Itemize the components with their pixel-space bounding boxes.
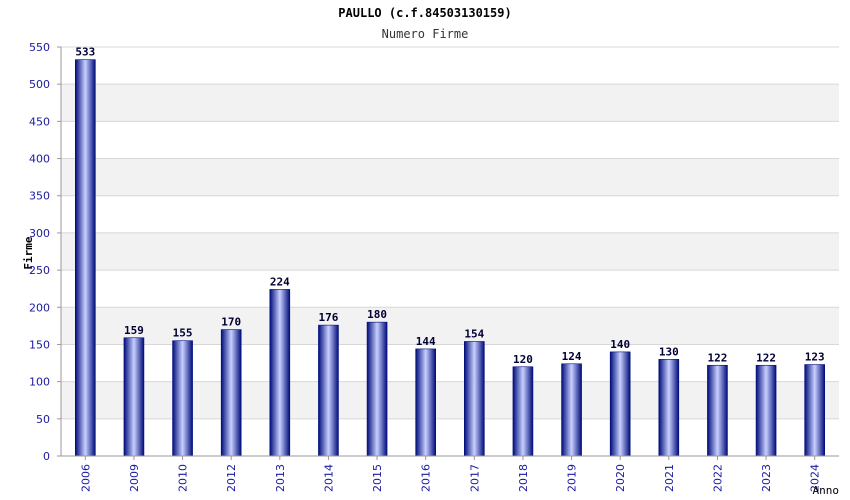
y-axis-label: Firme — [22, 236, 35, 269]
bar-value-label: 130 — [659, 345, 679, 358]
bar — [366, 321, 388, 457]
x-tick-label: 2018 — [517, 464, 530, 492]
bar-value-label: 123 — [805, 351, 825, 364]
bar — [755, 364, 777, 457]
y-tick-label: 450 — [29, 115, 50, 128]
x-tick-label: 2010 — [177, 464, 190, 492]
grid-band — [61, 307, 839, 345]
bar-value-label: 124 — [562, 350, 582, 363]
bar-value-label: 120 — [513, 353, 533, 366]
bar — [415, 348, 436, 457]
x-axis: 2006 2009 2010 2012 2013 2014 2015 2016 2017 2018… — [61, 455, 839, 492]
grid-band — [61, 158, 839, 196]
chart-subtitle: Numero Firme — [382, 27, 469, 41]
bar-value-label: 122 — [708, 351, 728, 364]
bar-value-label: 122 — [756, 351, 776, 364]
y-tick-label: 150 — [29, 338, 50, 351]
x-tick-label: 2019 — [566, 464, 579, 492]
grid-band — [61, 232, 839, 271]
x-tick-label: 2024 — [809, 464, 822, 492]
bars: 533 159 155 170 224 176 180 144 154 120 124 140 130 1… — [75, 46, 825, 457]
y-tick-label: 100 — [29, 376, 50, 389]
bar-value-label: 140 — [610, 338, 630, 351]
y-tick-label: 400 — [29, 153, 50, 166]
bar-value-label: 180 — [367, 308, 387, 321]
x-tick-label: 2021 — [663, 464, 676, 492]
bar — [561, 363, 582, 457]
bar-value-label: 155 — [173, 327, 193, 340]
bar — [318, 324, 339, 457]
bar — [464, 341, 485, 457]
bar — [220, 329, 242, 457]
y-tick-label: 200 — [29, 301, 50, 314]
bar — [75, 59, 96, 457]
bar-value-label: 224 — [270, 275, 290, 288]
y-tick-label: 250 — [29, 264, 50, 277]
y-tick-label: 350 — [29, 190, 50, 203]
y-tick-label: 300 — [29, 227, 50, 240]
x-tick-label: 2023 — [760, 464, 773, 492]
y-tick-label: 550 — [29, 41, 50, 54]
chart-title: PAULLO (c.f.84503130159) — [338, 6, 511, 20]
x-tick-label: 2009 — [128, 464, 141, 492]
x-tick-label: 2017 — [468, 464, 481, 492]
bar-value-label: 176 — [319, 311, 339, 324]
bar — [512, 366, 534, 457]
bar-value-label: 144 — [416, 335, 436, 348]
grid-band — [61, 84, 839, 122]
bar-value-label: 154 — [464, 327, 484, 340]
bar — [609, 351, 631, 457]
x-tick-label: 2016 — [420, 464, 433, 492]
bar-value-label: 533 — [75, 46, 95, 59]
bar — [707, 364, 728, 457]
bar — [123, 337, 145, 457]
bar — [804, 364, 825, 457]
bar-value-label: 170 — [221, 316, 241, 329]
y-axis: 0 50 100 150 200 250 300 350 400 450 500 550 — [29, 41, 62, 463]
y-tick-label: 500 — [29, 78, 50, 91]
x-tick-label: 2012 — [225, 464, 238, 492]
y-tick-label: 0 — [43, 450, 50, 463]
bar-value-label: 159 — [124, 324, 144, 337]
y-tick-label: 50 — [36, 413, 50, 426]
x-tick-label: 2014 — [322, 464, 335, 492]
plot-background — [61, 46, 839, 457]
x-tick-label: 2020 — [614, 464, 627, 492]
x-tick-label: 2006 — [79, 464, 92, 492]
bar — [172, 340, 193, 457]
x-axis-label: Anno — [813, 484, 840, 497]
x-tick-label: 2013 — [274, 464, 287, 492]
x-tick-label: 2022 — [711, 464, 724, 492]
bar — [658, 359, 680, 457]
bar — [269, 289, 291, 457]
x-tick-label: 2015 — [371, 464, 384, 492]
